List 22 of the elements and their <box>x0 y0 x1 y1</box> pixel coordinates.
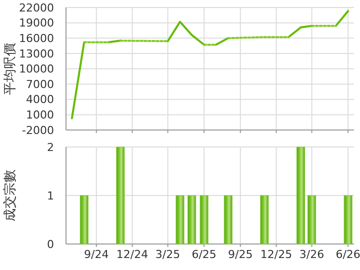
y-tick-label: 7000 <box>26 78 54 91</box>
x-tick-label: 12/25 <box>260 248 292 261</box>
y-axis-title: 成交宗數 <box>2 170 18 222</box>
x-tick-label: 3/26 <box>299 248 324 261</box>
y-tick-label: 1 <box>47 189 54 202</box>
y-tick-label: 1000 <box>26 108 54 122</box>
x-tick-label: 9/24 <box>84 248 109 261</box>
x-tick-label: 12/24 <box>116 248 148 261</box>
x-tick-label: 6/26 <box>336 248 360 261</box>
x-tick-label: 6/25 <box>192 248 216 261</box>
y-tick-label: 0 <box>47 238 54 251</box>
y-tick-label: 13000 <box>19 47 54 60</box>
y-tick-label: 2 <box>47 140 54 154</box>
y-axis-title: 平均呎價 <box>3 42 18 95</box>
x-tick-label: 3/25 <box>155 248 180 261</box>
y-tick-label: 10000 <box>19 62 54 76</box>
y-tick-label: 4000 <box>26 93 54 106</box>
y-tick-label: 19000 <box>19 16 54 30</box>
y-tick-label: 22000 <box>19 1 54 14</box>
y-tick-label: 16000 <box>19 32 54 45</box>
y-tick-label: -2000 <box>22 124 54 137</box>
x-tick-label: 9/25 <box>228 248 253 261</box>
